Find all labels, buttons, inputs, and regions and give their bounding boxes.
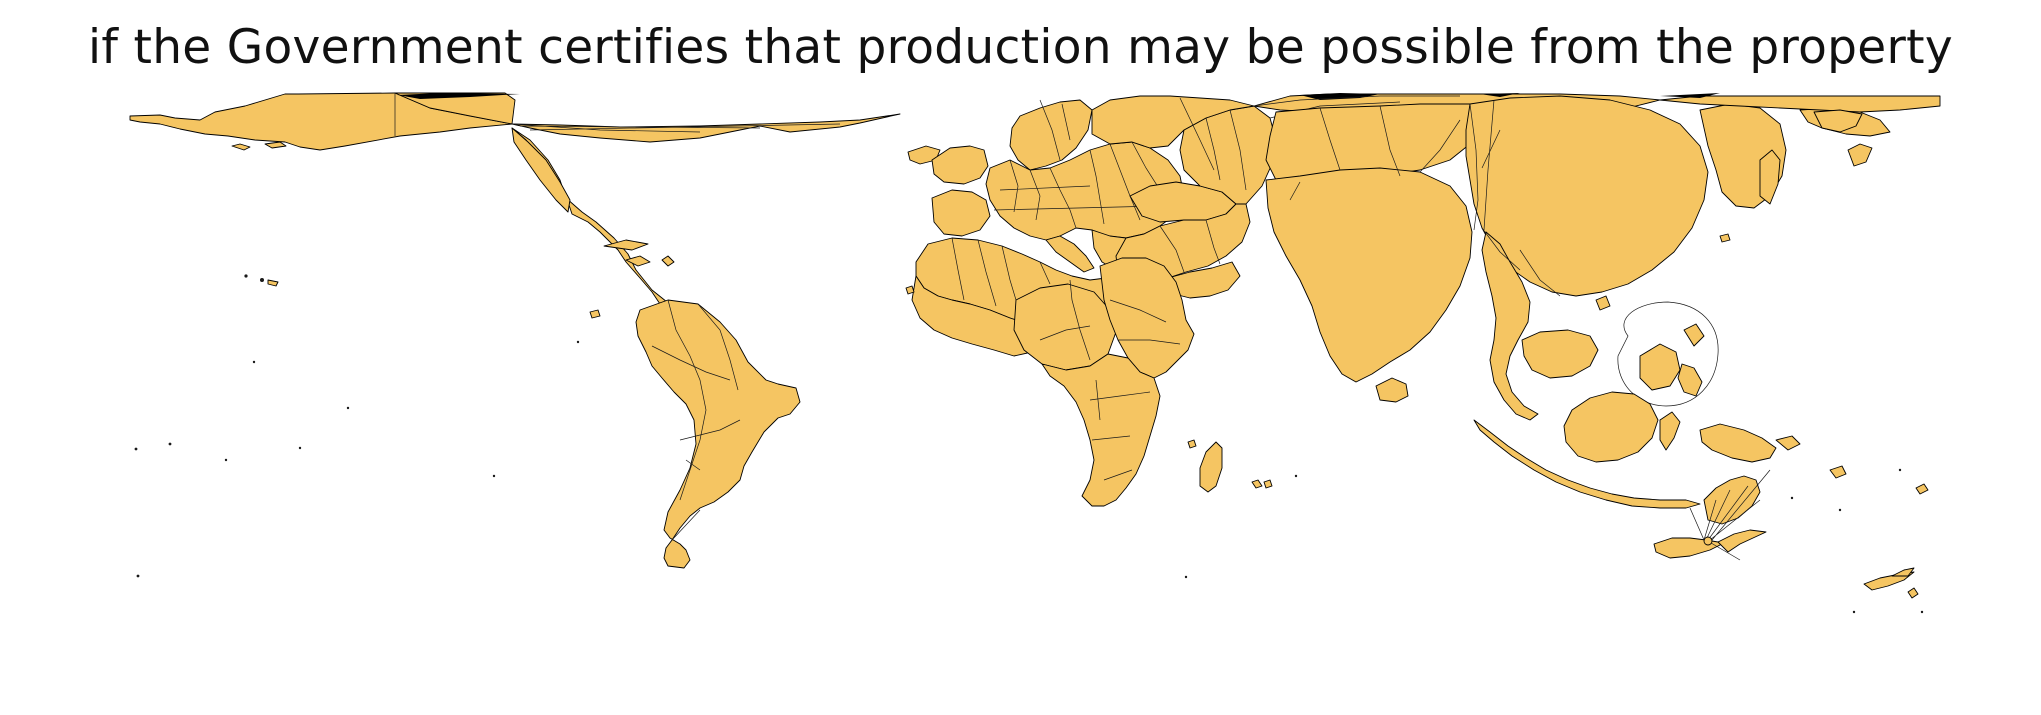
island-galapagos xyxy=(589,309,601,319)
landmass-iberia xyxy=(931,189,991,237)
landmass-india-large xyxy=(1265,167,1473,383)
landmass-sumatra-java xyxy=(1473,419,1701,509)
landmass-indochina xyxy=(1481,231,1539,421)
border-mideast-countries xyxy=(1159,109,1247,273)
landmass-pacific-islands xyxy=(1775,435,1801,451)
scattered-islands xyxy=(134,274,1924,614)
island-speck-5 xyxy=(346,406,350,410)
border-south-america-countries xyxy=(651,299,741,541)
landmass-south-america xyxy=(635,299,801,569)
island-speck-hawaii xyxy=(244,274,248,278)
sliver-chukotka xyxy=(1660,93,1720,98)
border-australia-fan xyxy=(1689,469,1771,561)
landmass-pacific-east-1 xyxy=(1829,465,1847,479)
map-title: if the Government certifies that product… xyxy=(88,20,1953,75)
landmass-kamchatka xyxy=(1659,95,1941,113)
island-cape-verde xyxy=(905,285,915,295)
landmass-us-band xyxy=(511,113,901,143)
island-speck-15 xyxy=(1838,508,1842,512)
island-speck-2 xyxy=(168,442,172,446)
landmass-mexico-bulge xyxy=(511,127,571,213)
island-speck-3 xyxy=(224,458,228,462)
island-caribbean-1 xyxy=(603,239,649,251)
island-speck-4 xyxy=(298,446,302,450)
landmass-pacific-east-2 xyxy=(1915,483,1929,495)
landmass-new-zealand-north xyxy=(1891,567,1915,577)
island-reunion xyxy=(1263,479,1273,489)
landmass-east-siberia-tip xyxy=(1813,109,1863,133)
island-speck-16 xyxy=(1898,468,1902,472)
island-small-asia-1 xyxy=(1719,233,1731,243)
landmass-east-africa xyxy=(1099,257,1195,379)
landmass-sakhalin xyxy=(1759,149,1781,205)
island-small-na-2 xyxy=(264,141,287,149)
border-asia-countries xyxy=(1289,99,1561,297)
landmark-tasmania-dot xyxy=(1703,536,1713,546)
border-us-canada xyxy=(394,93,841,136)
south-east-asia-region xyxy=(1265,95,1891,421)
landmass-philippines-3 xyxy=(1683,323,1705,347)
landmass-new-zealand xyxy=(1863,571,1915,591)
landmass-thailand-blob xyxy=(1521,329,1599,379)
americas-south-region xyxy=(511,127,801,569)
sliver-arctic-islands-2 xyxy=(1480,93,1520,97)
landmass-borneo xyxy=(1563,391,1659,463)
landmass-madagascar xyxy=(1199,441,1223,493)
border-europe-countries xyxy=(993,99,1171,229)
oceania-region xyxy=(1473,301,1929,591)
island-speck-9 xyxy=(252,360,256,364)
island-speck-7 xyxy=(136,574,140,578)
island-speck-1 xyxy=(134,447,138,451)
landmass-philippines-1 xyxy=(1639,343,1681,391)
landmass-kazakh-mongolia xyxy=(1265,103,1481,183)
island-speck-8 xyxy=(576,340,580,344)
sliver-arctic-islands xyxy=(1300,93,1380,100)
landmass-sri-lanka xyxy=(1375,377,1409,403)
north-america-region xyxy=(129,92,901,151)
far-east-region xyxy=(1659,93,1941,205)
landmass-alaska-canada-west xyxy=(129,92,513,151)
landmass-japan-south xyxy=(1847,143,1873,167)
europe-region xyxy=(907,99,1185,273)
island-speck-hawaii-2 xyxy=(260,278,264,282)
island-speck-11 xyxy=(1294,474,1298,478)
island-hainan xyxy=(1595,295,1611,311)
island-speck-14 xyxy=(1790,496,1794,500)
landmass-china-large xyxy=(1465,95,1709,297)
landmass-arabia-south xyxy=(1167,261,1241,299)
landmass-australia-west xyxy=(1703,475,1761,525)
landmass-australia-south xyxy=(1653,537,1731,559)
landmass-russia-west xyxy=(1091,95,1255,149)
border-africa-countries xyxy=(951,237,1181,481)
island-caribbean-2 xyxy=(625,255,651,267)
island-small-na xyxy=(231,143,251,151)
africa-region xyxy=(905,237,1273,507)
landmass-italy xyxy=(1045,235,1095,273)
landmass-philippines-2 xyxy=(1677,363,1703,397)
landmass-scandinavia xyxy=(1009,99,1093,171)
island-speck-13 xyxy=(1920,610,1924,614)
landmass-sulawesi xyxy=(1659,411,1681,451)
island-hawaii-main xyxy=(267,279,279,287)
sliver-greenland-north xyxy=(398,93,520,99)
island-speck-6 xyxy=(492,474,496,478)
landmass-australia-east-wedge xyxy=(1717,529,1767,553)
island-speck-10 xyxy=(1184,575,1188,579)
island-mauritius-reunion xyxy=(1251,479,1263,489)
island-pacific-far-east xyxy=(1907,587,1919,599)
island-speck-12 xyxy=(1852,610,1856,614)
island-comoros xyxy=(1187,439,1197,449)
landmass-uk-ireland xyxy=(931,145,989,185)
island-caribbean-3 xyxy=(661,255,675,267)
landmass-papua xyxy=(1699,423,1777,463)
landmass-southern-africa xyxy=(1041,353,1161,507)
